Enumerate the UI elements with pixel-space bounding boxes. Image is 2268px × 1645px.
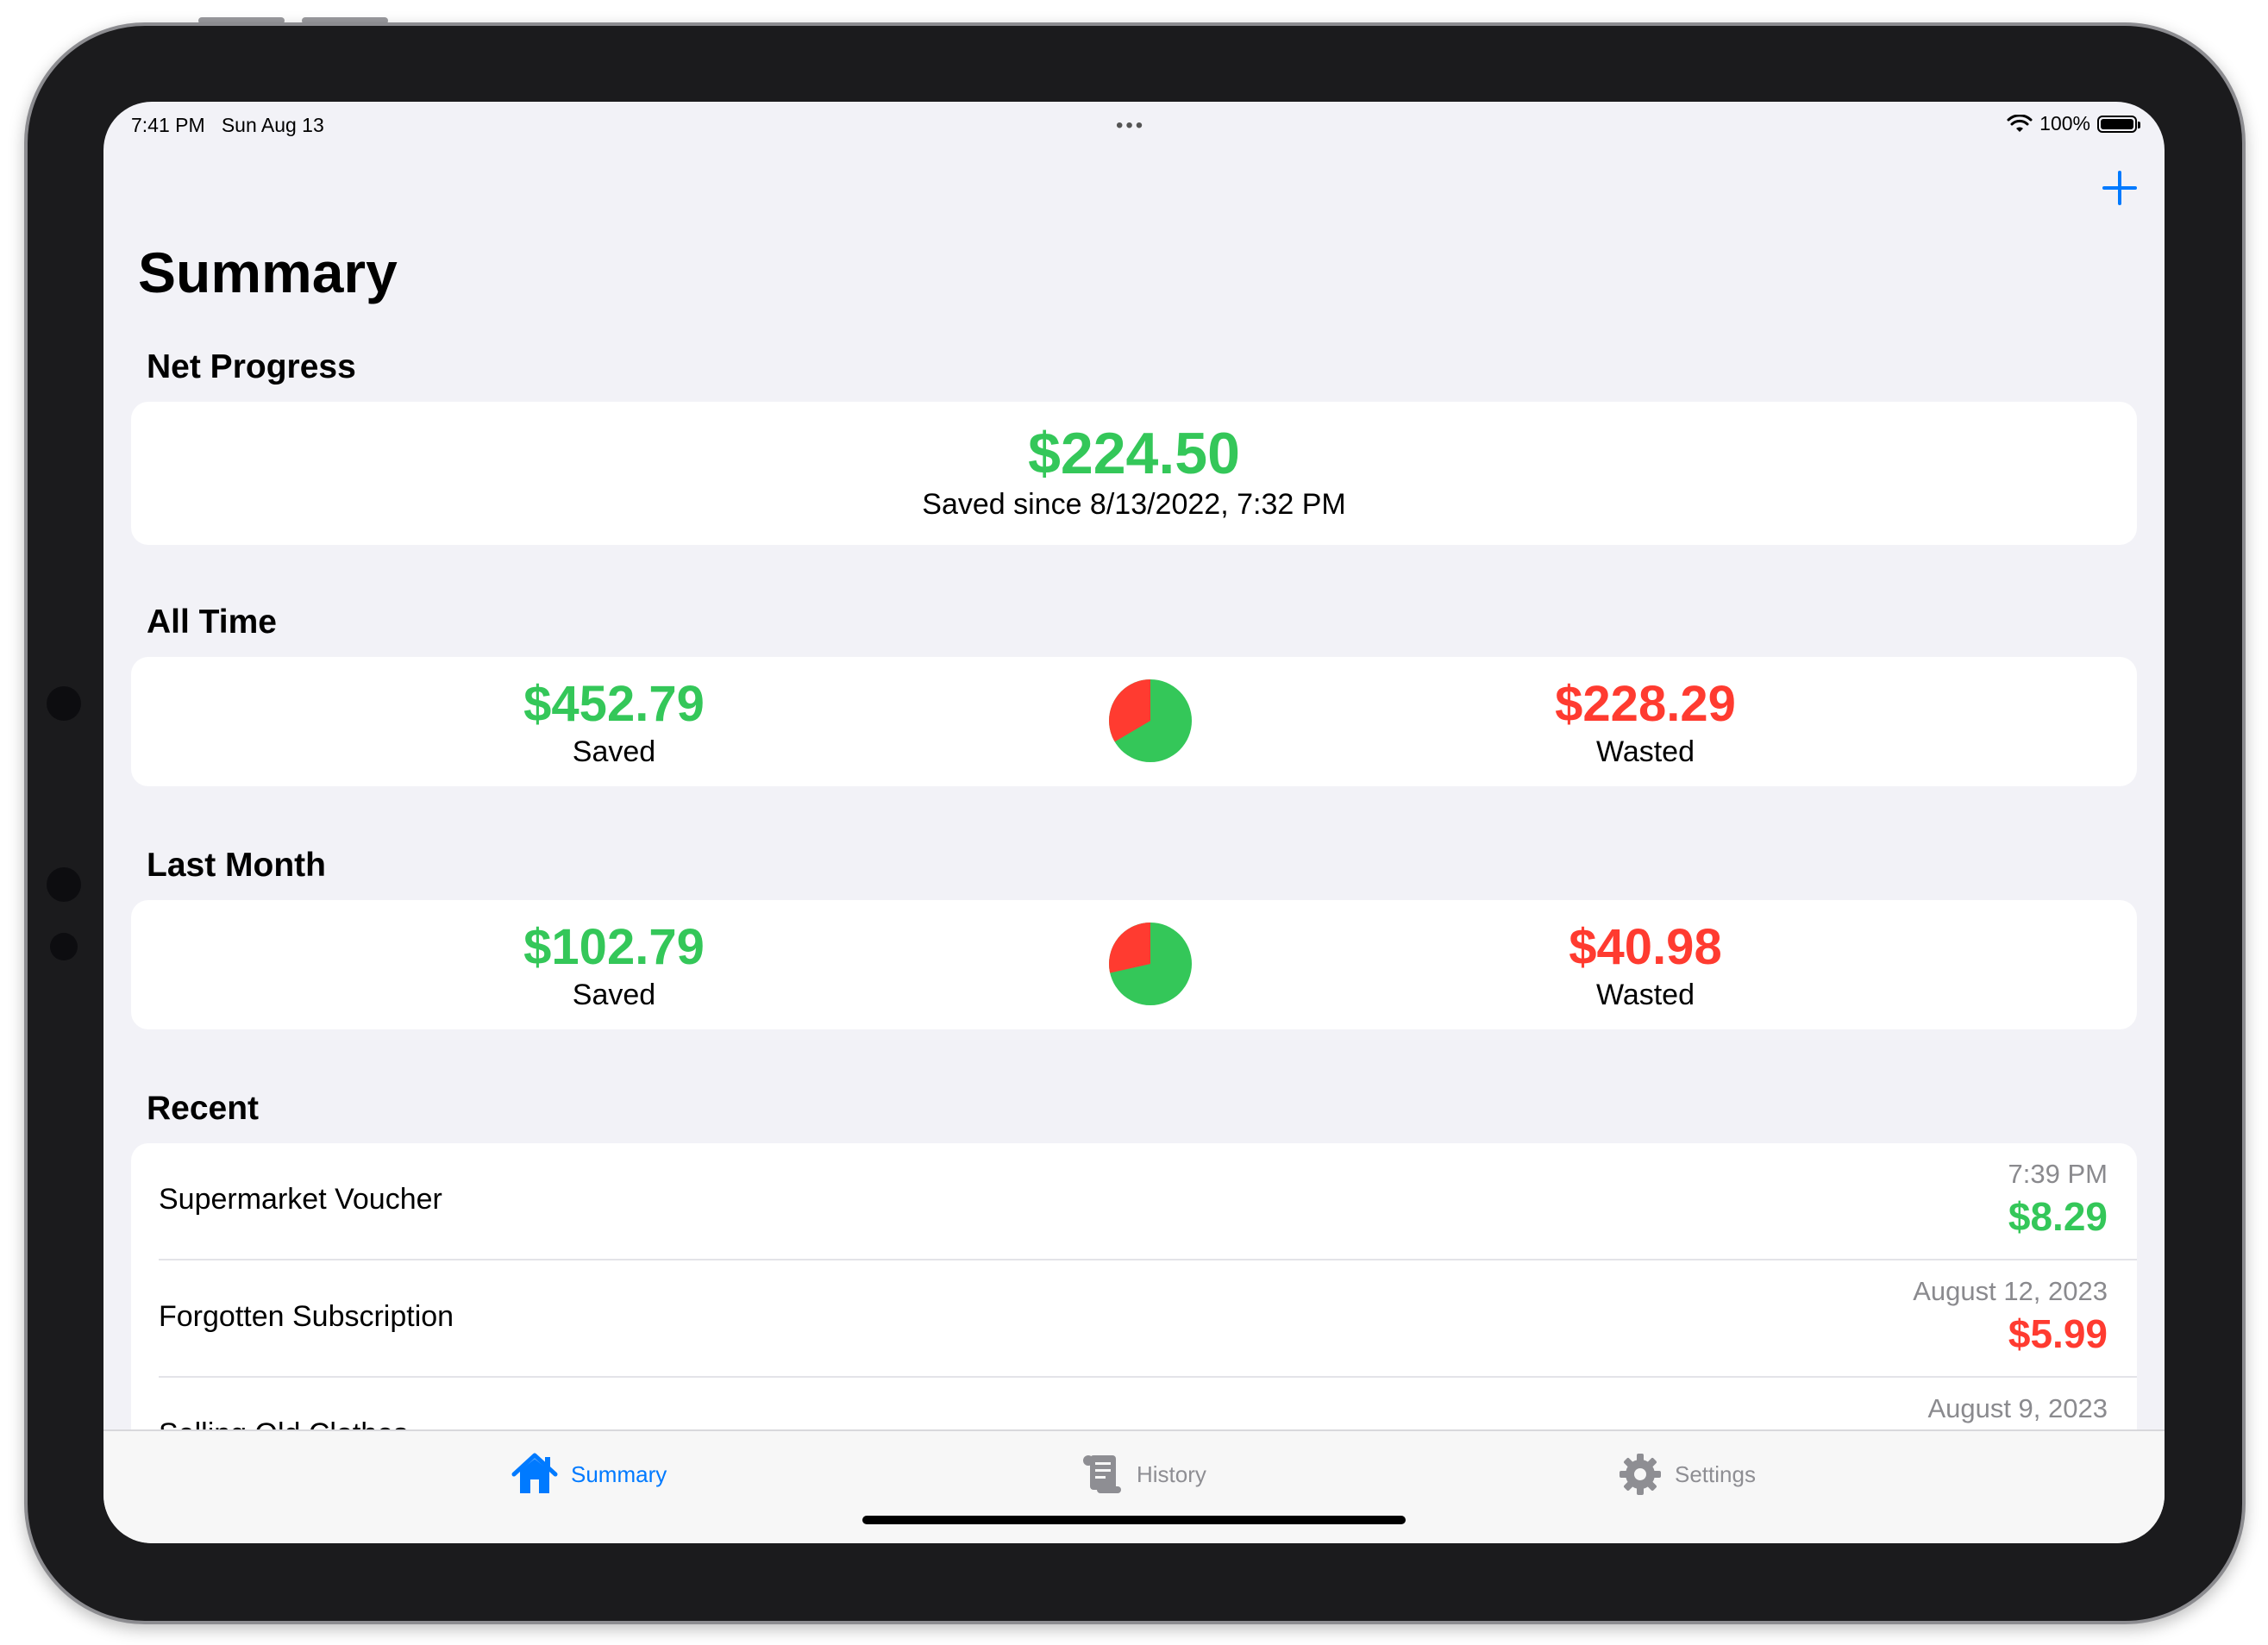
tab-label: Summary xyxy=(571,1460,667,1487)
tab-label: History xyxy=(1137,1460,1206,1487)
all-time-card: $452.79 Saved $228.29 Wasted xyxy=(131,657,2137,786)
all-time-header: All Time xyxy=(147,604,277,641)
all-time-saved-amount: $452.79 xyxy=(523,676,705,732)
list-item[interactable]: Forgotten Subscription August 12, 2023 $… xyxy=(131,1260,2137,1378)
page-title: Summary xyxy=(138,241,398,304)
item-name: Forgotten Subscription xyxy=(159,1300,454,1333)
tab-settings[interactable]: Settings xyxy=(1618,1452,1756,1497)
recent-header: Recent xyxy=(147,1090,260,1127)
camera-dot xyxy=(50,933,78,960)
item-amount: $8.29 xyxy=(2008,1194,2108,1239)
item-amount: $5.99 xyxy=(2008,1311,2108,1356)
tab-bar: Summary History xyxy=(103,1429,2165,1543)
divider xyxy=(159,1259,2137,1260)
volume-down-button xyxy=(302,17,388,24)
multitasking-dots[interactable]: ••• xyxy=(1116,114,1146,137)
app-screen: 7:41 PM Sun Aug 13 ••• 100% Summary Net … xyxy=(103,102,2165,1543)
volume-up-button xyxy=(198,17,285,24)
net-progress-subtitle: Saved since 8/13/2022, 7:32 PM xyxy=(922,488,1346,521)
last-month-pie-chart xyxy=(1109,923,1192,1005)
divider xyxy=(159,1376,2137,1378)
list-item[interactable]: Supermarket Voucher 7:39 PM $8.29 xyxy=(131,1143,2137,1260)
item-date: 7:39 PM xyxy=(2008,1159,2108,1189)
tab-label: Settings xyxy=(1675,1460,1756,1487)
battery-percentage: 100% xyxy=(2039,112,2090,134)
all-time-pie-wasted-slice xyxy=(1108,679,1150,742)
last-month-wasted-amount: $40.98 xyxy=(1569,919,1722,975)
item-date: August 9, 2023 xyxy=(1927,1393,2108,1423)
net-progress-card: $224.50 Saved since 8/13/2022, 7:32 PM xyxy=(131,402,2137,545)
item-name: Supermarket Voucher xyxy=(159,1183,442,1216)
all-time-wasted-amount: $228.29 xyxy=(1555,676,1736,732)
tab-history[interactable]: History xyxy=(1080,1452,1206,1497)
wifi-icon xyxy=(2007,114,2033,132)
last-month-card: $102.79 Saved $40.98 Wasted xyxy=(131,900,2137,1029)
home-indicator xyxy=(862,1516,1406,1524)
last-month-saved-label: Saved xyxy=(572,979,656,1011)
last-month-pie-wasted-slice xyxy=(1109,923,1150,973)
camera-dot xyxy=(47,686,81,721)
plus-icon[interactable] xyxy=(2092,160,2147,216)
all-time-wasted-label: Wasted xyxy=(1595,735,1695,768)
item-date: August 12, 2023 xyxy=(1913,1276,2108,1306)
camera-dot xyxy=(47,867,81,902)
all-time-saved-label: Saved xyxy=(572,735,656,768)
tab-summary[interactable]: Summary xyxy=(511,1452,667,1497)
last-month-header: Last Month xyxy=(147,847,326,884)
net-progress-header: Net Progress xyxy=(147,348,356,385)
all-time-pie-chart xyxy=(1108,679,1192,762)
status-time: 7:41 PM Sun Aug 13 xyxy=(131,114,324,136)
status-indicators: 100% xyxy=(2007,112,2140,135)
scroll-icon xyxy=(1083,1455,1121,1493)
gear-icon xyxy=(1620,1454,1661,1495)
net-progress-amount: $224.50 xyxy=(1028,421,1240,486)
last-month-wasted-label: Wasted xyxy=(1595,979,1695,1011)
battery-icon xyxy=(2097,115,2140,133)
status-bar: 7:41 PM Sun Aug 13 ••• 100% xyxy=(103,102,2165,150)
last-month-saved-amount: $102.79 xyxy=(523,919,705,975)
house-icon xyxy=(511,1453,558,1493)
